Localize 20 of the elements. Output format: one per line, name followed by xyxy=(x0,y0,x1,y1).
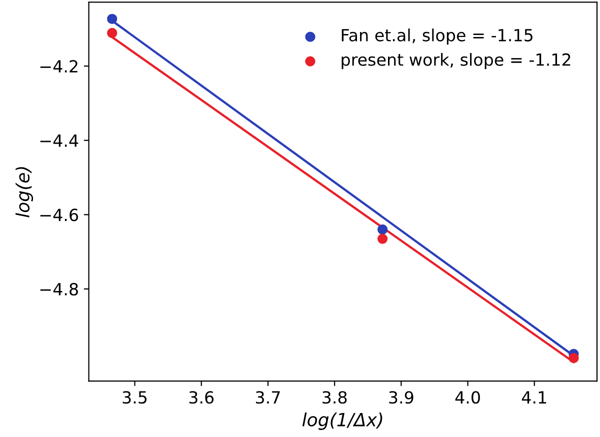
x-tick-label: 3.9 xyxy=(389,391,414,404)
legend-label: present work, slope = -1.12 xyxy=(342,53,570,70)
x-tick-label: 3.5 xyxy=(122,391,147,404)
x-tick-label: 3.6 xyxy=(189,391,214,404)
point xyxy=(107,28,118,38)
x-axis-title: log(1/Δx) xyxy=(302,412,382,430)
point xyxy=(107,14,118,24)
y-tick-label: −4.4 xyxy=(40,134,78,147)
x-tick-label: 4.1 xyxy=(522,391,546,404)
x-tick-label: 4.0 xyxy=(455,391,480,404)
y-tick-label: −4.6 xyxy=(40,208,78,222)
y-tick-label: −4.2 xyxy=(40,60,78,72)
legend-label: Fan et.al, slope = -1.15 xyxy=(342,28,532,45)
y-tick-label: −4.8 xyxy=(40,282,78,296)
point xyxy=(568,352,579,364)
x-tick-label: 3.7 xyxy=(256,391,280,404)
point xyxy=(377,234,388,244)
x-tick-label: 3.8 xyxy=(322,391,347,404)
y-axis-title: log(e) xyxy=(16,167,34,218)
point xyxy=(377,224,388,235)
